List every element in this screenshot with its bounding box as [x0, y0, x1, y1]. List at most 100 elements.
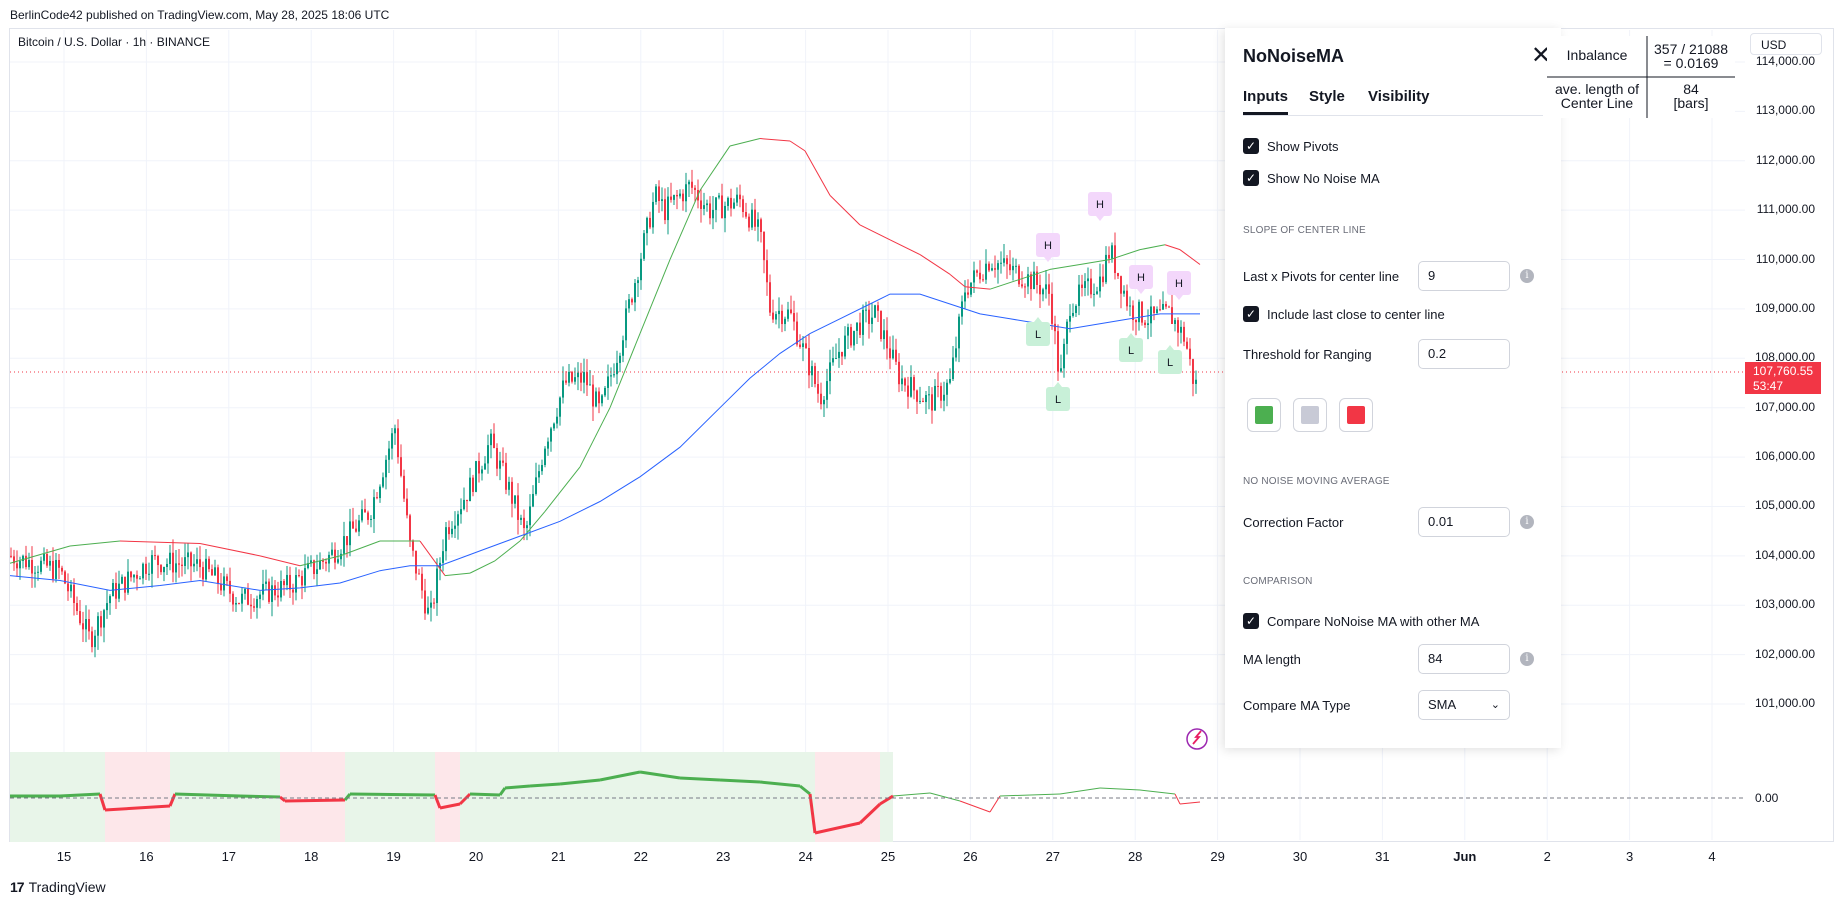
candle-body — [370, 518, 372, 520]
candle-body — [586, 372, 588, 386]
no-noise-ma-segment — [729, 138, 761, 147]
info-icon[interactable]: i — [1520, 515, 1534, 529]
close-icon[interactable]: ✕ — [1531, 42, 1552, 69]
candle-body — [619, 355, 621, 363]
candle-body — [163, 567, 165, 573]
oscillator-segment — [458, 792, 472, 806]
tab-visibility[interactable]: Visibility — [1368, 88, 1430, 105]
candle-body — [730, 197, 732, 209]
candle-body — [136, 574, 138, 579]
no-noise-ma-segment — [1049, 263, 1081, 270]
time-axis-label: 17 — [221, 849, 237, 864]
candle-body — [436, 568, 438, 604]
candle-body — [967, 292, 969, 295]
candle-body — [511, 481, 513, 504]
color-swatch-gray[interactable] — [1293, 398, 1327, 432]
info-icon[interactable]: i — [1520, 269, 1534, 283]
candle-body — [127, 571, 129, 593]
compare-ma-label: Compare NoNoise MA with other MA — [1267, 613, 1480, 629]
pivot-low-marker: L — [1119, 333, 1143, 362]
candle-body — [130, 571, 132, 578]
candle-body — [706, 203, 708, 206]
info-icon[interactable]: i — [1520, 652, 1534, 666]
checkmark-icon: ✓ — [1243, 306, 1259, 322]
candle-body — [982, 279, 984, 281]
oscillator-segment — [104, 804, 171, 812]
inbalance-value-line2: = 0.0169 — [1663, 55, 1719, 71]
candle-body — [37, 571, 39, 573]
time-axis-label: 21 — [551, 849, 566, 864]
no-noise-ma-segment — [299, 555, 341, 567]
candle-body — [547, 441, 549, 449]
candle-body — [1186, 341, 1188, 349]
candle-body — [22, 555, 24, 562]
candle-body — [739, 194, 741, 200]
correction-factor-input[interactable]: 0.01 — [1418, 507, 1510, 537]
candle-body — [865, 309, 867, 311]
color-swatch-green[interactable] — [1247, 398, 1281, 432]
no-noise-ma-segment — [69, 540, 121, 547]
candle-body — [298, 575, 300, 577]
candle-body — [826, 381, 828, 400]
candle-body — [904, 378, 906, 386]
candle-body — [1018, 265, 1020, 285]
candle-body — [265, 581, 267, 584]
tab-style[interactable]: Style — [1309, 88, 1345, 105]
candle-body — [433, 602, 435, 604]
tab-inputs[interactable]: Inputs — [1243, 88, 1288, 105]
candle-body — [748, 216, 750, 228]
candle-body — [715, 197, 717, 210]
ma-length-input[interactable]: 84 — [1418, 644, 1510, 674]
threshold-input[interactable]: 0.2 — [1418, 339, 1510, 369]
currency-selector[interactable]: USD — [1750, 33, 1822, 55]
regime-band — [345, 752, 435, 842]
candle-body — [1138, 301, 1140, 323]
candle-body — [490, 433, 492, 446]
swatch-fill — [1255, 406, 1273, 424]
oscillator-segment — [284, 798, 346, 803]
candle-body — [373, 497, 375, 519]
color-swatch-red[interactable] — [1339, 398, 1373, 432]
candle-body — [31, 559, 33, 574]
candle-body — [844, 335, 846, 357]
candle-body — [121, 576, 123, 584]
pivot-label: L — [1055, 394, 1061, 406]
include-last-close-checkbox[interactable]: ✓ Include last close to center line — [1243, 306, 1445, 322]
candle-body — [1072, 312, 1074, 316]
candle-body — [559, 397, 561, 417]
candle-body — [457, 514, 459, 526]
price-axis-label: 108,000.00 — [1754, 350, 1815, 365]
candle-body — [871, 317, 873, 324]
pivot-label: L — [1167, 357, 1173, 369]
price-axis-label: 102,000.00 — [1754, 646, 1815, 661]
show-no-noise-ma-checkbox[interactable]: ✓ Show No Noise MA — [1243, 170, 1380, 186]
candle-body — [820, 393, 822, 405]
candle-body — [1159, 309, 1161, 311]
candle-body — [445, 527, 447, 552]
no-noise-ma-segment — [1164, 244, 1181, 251]
candle-body — [58, 559, 60, 568]
candle-body — [43, 553, 45, 561]
compare-ma-type-select[interactable]: SMA ⌄ — [1418, 690, 1510, 720]
candle-body — [1180, 326, 1182, 333]
tradingview-logo[interactable]: 17 TradingView — [10, 879, 106, 895]
compare-ma-checkbox[interactable]: ✓ Compare NoNoise MA with other MA — [1243, 613, 1479, 629]
show-pivots-checkbox[interactable]: ✓ Show Pivots — [1243, 138, 1339, 154]
candle-body — [1114, 245, 1116, 274]
no-noise-ma-segment — [519, 511, 546, 542]
candle-body — [910, 377, 912, 397]
candle-body — [925, 395, 927, 403]
no-noise-ma-segments — [9, 138, 1201, 577]
time-axis-label: 2 — [1543, 849, 1551, 864]
pivot-label: H — [1137, 272, 1145, 284]
replay-icon[interactable] — [1186, 728, 1208, 750]
candle-body — [874, 305, 876, 318]
oscillator-line — [10, 770, 1201, 835]
candle-body — [793, 313, 795, 322]
threshold-label: Threshold for Ranging — [1243, 347, 1372, 362]
candle-body — [784, 318, 786, 325]
candle-body — [181, 564, 183, 567]
last-x-pivots-input[interactable]: 9 — [1418, 261, 1510, 291]
candle-body — [943, 394, 945, 401]
no-noise-ma-segment — [1179, 249, 1201, 265]
